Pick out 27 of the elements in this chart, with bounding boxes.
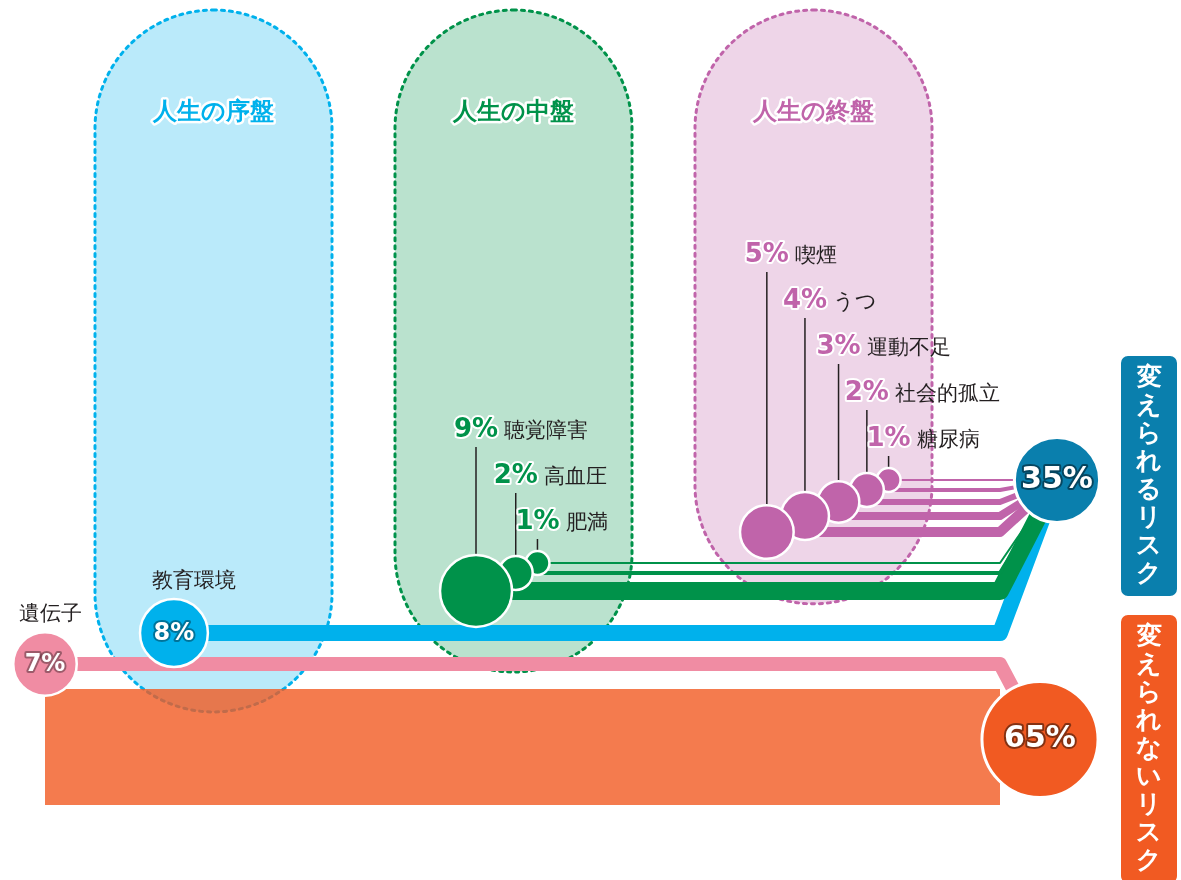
category-label: うつ: [833, 289, 878, 313]
data-label: 4%: [782, 284, 828, 314]
series-label: 人生の終盤: [752, 97, 874, 126]
text: 変えられるリスク: [1135, 361, 1162, 587]
text: 人生の序盤: [152, 97, 274, 126]
category-label: 遺伝子: [18, 601, 82, 626]
text: 35%: [1021, 459, 1093, 495]
category-label: 教育環境: [151, 568, 236, 593]
data-label: 8%: [153, 618, 195, 647]
data-label: 1%: [866, 422, 911, 452]
category-label: 高血圧: [543, 464, 607, 488]
data-label: 2%: [844, 376, 889, 406]
data-label: 2%: [493, 459, 538, 489]
data-label: 3%: [816, 330, 861, 360]
category-label: 聴覚障害: [504, 418, 589, 442]
data-label: 5%: [744, 238, 789, 268]
category-label: 糖尿病: [916, 427, 980, 451]
category-label: 肥満: [565, 510, 608, 534]
series-label: 人生の中盤: [452, 97, 574, 126]
category-label: 運動不足: [866, 335, 951, 359]
data-label: 9%: [453, 413, 499, 443]
text: 変えられないリスク: [1136, 620, 1162, 874]
data-label: 1%: [515, 505, 560, 535]
category-label: 喫煙: [794, 243, 837, 267]
data-label: 7%: [24, 649, 66, 678]
category-label: 社会的孤立: [894, 381, 1000, 405]
text: 65%: [1004, 719, 1076, 755]
